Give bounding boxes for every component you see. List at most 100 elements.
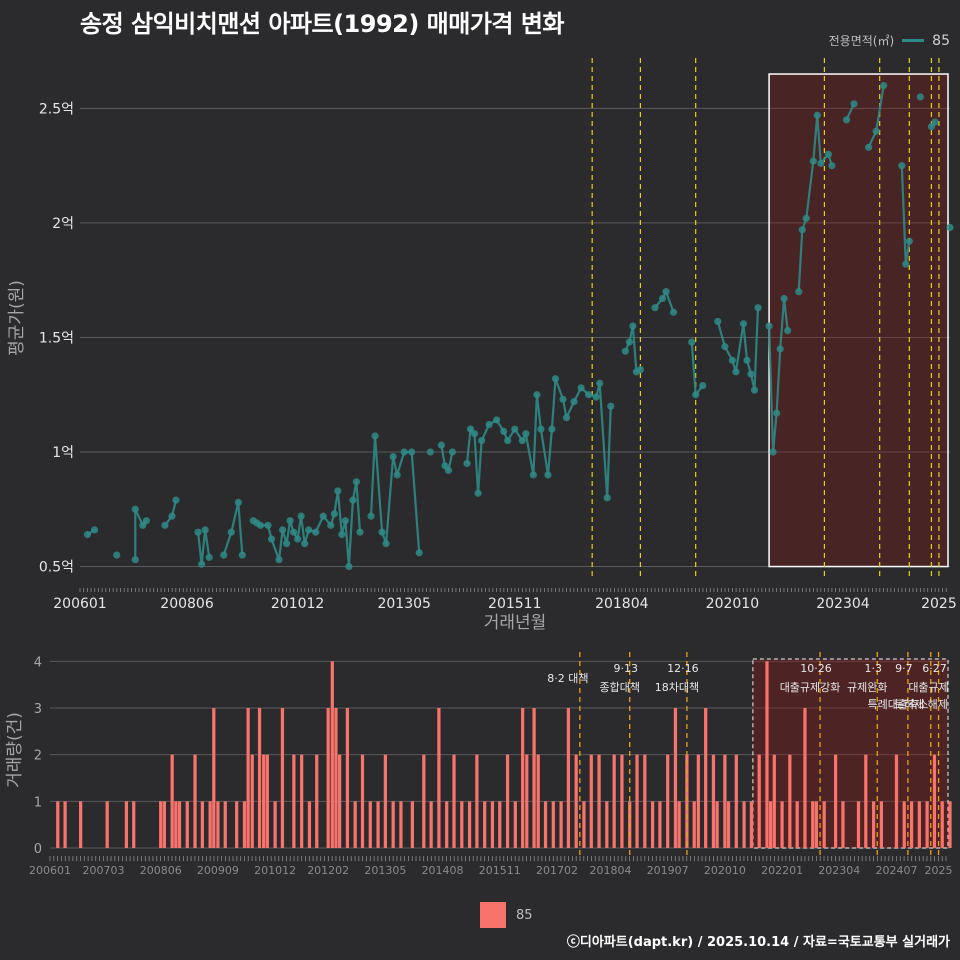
x-tick-label: 202407	[875, 864, 917, 877]
price-point	[400, 448, 408, 456]
price-point	[850, 100, 858, 108]
volume-bar	[216, 801, 220, 848]
volume-bar	[63, 801, 67, 848]
volume-bar	[635, 754, 639, 848]
price-point	[238, 551, 246, 559]
volume-bar	[235, 801, 239, 848]
volume-bar	[159, 801, 163, 848]
volume-bar	[208, 801, 212, 848]
chart-title: 송정 삼익비치맨션 아파트(1992) 매매가격 변화	[80, 10, 565, 38]
price-point	[544, 471, 552, 479]
volume-bar	[582, 801, 586, 848]
y-tick-label: 3	[34, 702, 42, 717]
volume-bar	[467, 801, 472, 848]
price-point	[548, 425, 556, 433]
policy-name-label: 규제완화	[847, 681, 887, 694]
x-tick-label: 2025	[921, 596, 957, 612]
volume-bar	[696, 754, 700, 848]
volume-bar	[566, 708, 571, 848]
volume-bar	[917, 801, 921, 848]
price-point	[669, 308, 678, 316]
volume-bar	[307, 801, 312, 848]
x-tick-label: 201305	[364, 864, 406, 877]
price-point	[511, 425, 519, 433]
volume-bar	[132, 801, 136, 848]
price-point	[533, 391, 541, 399]
policy-date-label: 8·2 대책	[547, 672, 588, 685]
price-point	[327, 521, 335, 529]
volume-bar	[445, 801, 449, 848]
volume-bar	[273, 801, 277, 848]
price-point	[415, 549, 423, 557]
volume-bar	[742, 801, 746, 848]
price-point	[305, 526, 313, 534]
price-point	[817, 159, 825, 167]
x-tick-label: 200806	[160, 596, 214, 612]
price-point	[721, 343, 729, 351]
price-point	[769, 448, 777, 456]
price-panel: 0.5억 1억 1.5억 2억 2.5억 200601 200806 201012 201305…	[7, 58, 957, 633]
x-axis-label: 거래년월	[484, 613, 547, 633]
price-point	[389, 452, 397, 461]
price-point	[636, 365, 644, 374]
price-point	[201, 526, 209, 534]
y-tick-label: 1	[34, 795, 42, 810]
price-point	[629, 322, 637, 330]
price-point	[898, 162, 906, 170]
price-point	[828, 162, 836, 170]
price-point	[426, 448, 434, 456]
x-tick-label: 202010	[706, 596, 759, 612]
volume-bar	[505, 754, 510, 848]
volume-bar	[532, 708, 536, 848]
price-point	[234, 498, 242, 507]
price-point	[916, 93, 924, 101]
volume-bar	[841, 801, 845, 848]
volume-bar	[193, 754, 197, 848]
volume-bar	[345, 708, 350, 848]
volume-bar	[326, 708, 330, 848]
price-point	[294, 535, 302, 543]
policy-name-label: 대출규제	[908, 681, 948, 694]
price-point	[194, 528, 202, 536]
volume-bar	[212, 708, 216, 848]
price-point	[334, 487, 342, 495]
price-point	[902, 260, 910, 268]
price-point	[478, 436, 486, 445]
volume-bar	[650, 801, 655, 848]
volume-bar	[948, 801, 952, 848]
price-point	[813, 111, 821, 119]
price-point	[338, 530, 346, 539]
volume-bar	[780, 801, 784, 848]
volume-bar	[383, 754, 388, 848]
price-point	[168, 512, 176, 520]
price-point	[90, 526, 99, 534]
price-point	[256, 521, 265, 529]
volume-bar	[124, 801, 129, 848]
volume-bar	[391, 801, 395, 848]
price-point	[880, 81, 888, 90]
legend-bottom: 85	[480, 902, 533, 928]
x-tick-label: 2025	[925, 864, 953, 877]
y-tick-label: 0.5억	[39, 560, 74, 576]
x-tick-label: 201511	[488, 596, 541, 612]
policy-name-label: 종합대책	[599, 681, 639, 694]
price-point	[743, 356, 751, 364]
volume-bar	[315, 754, 319, 848]
volume-bar	[422, 754, 426, 848]
x-tick-label: 200909	[197, 864, 239, 877]
price-point	[286, 517, 294, 525]
volume-bar	[864, 754, 868, 848]
volume-bar	[452, 754, 456, 848]
price-point	[732, 368, 740, 376]
volume-bar	[643, 754, 647, 848]
volume-bar	[723, 754, 727, 848]
volume-bar	[353, 801, 357, 848]
volume-bar	[925, 801, 929, 848]
volume-bar	[711, 754, 716, 848]
x-tick-label: 202304	[818, 864, 860, 877]
price-point	[714, 317, 722, 326]
x-tick-label: 201202	[307, 864, 349, 877]
volume-bar	[932, 754, 937, 848]
price-point	[113, 551, 121, 559]
legend-top-title: 전용면적(㎡)	[828, 34, 895, 48]
